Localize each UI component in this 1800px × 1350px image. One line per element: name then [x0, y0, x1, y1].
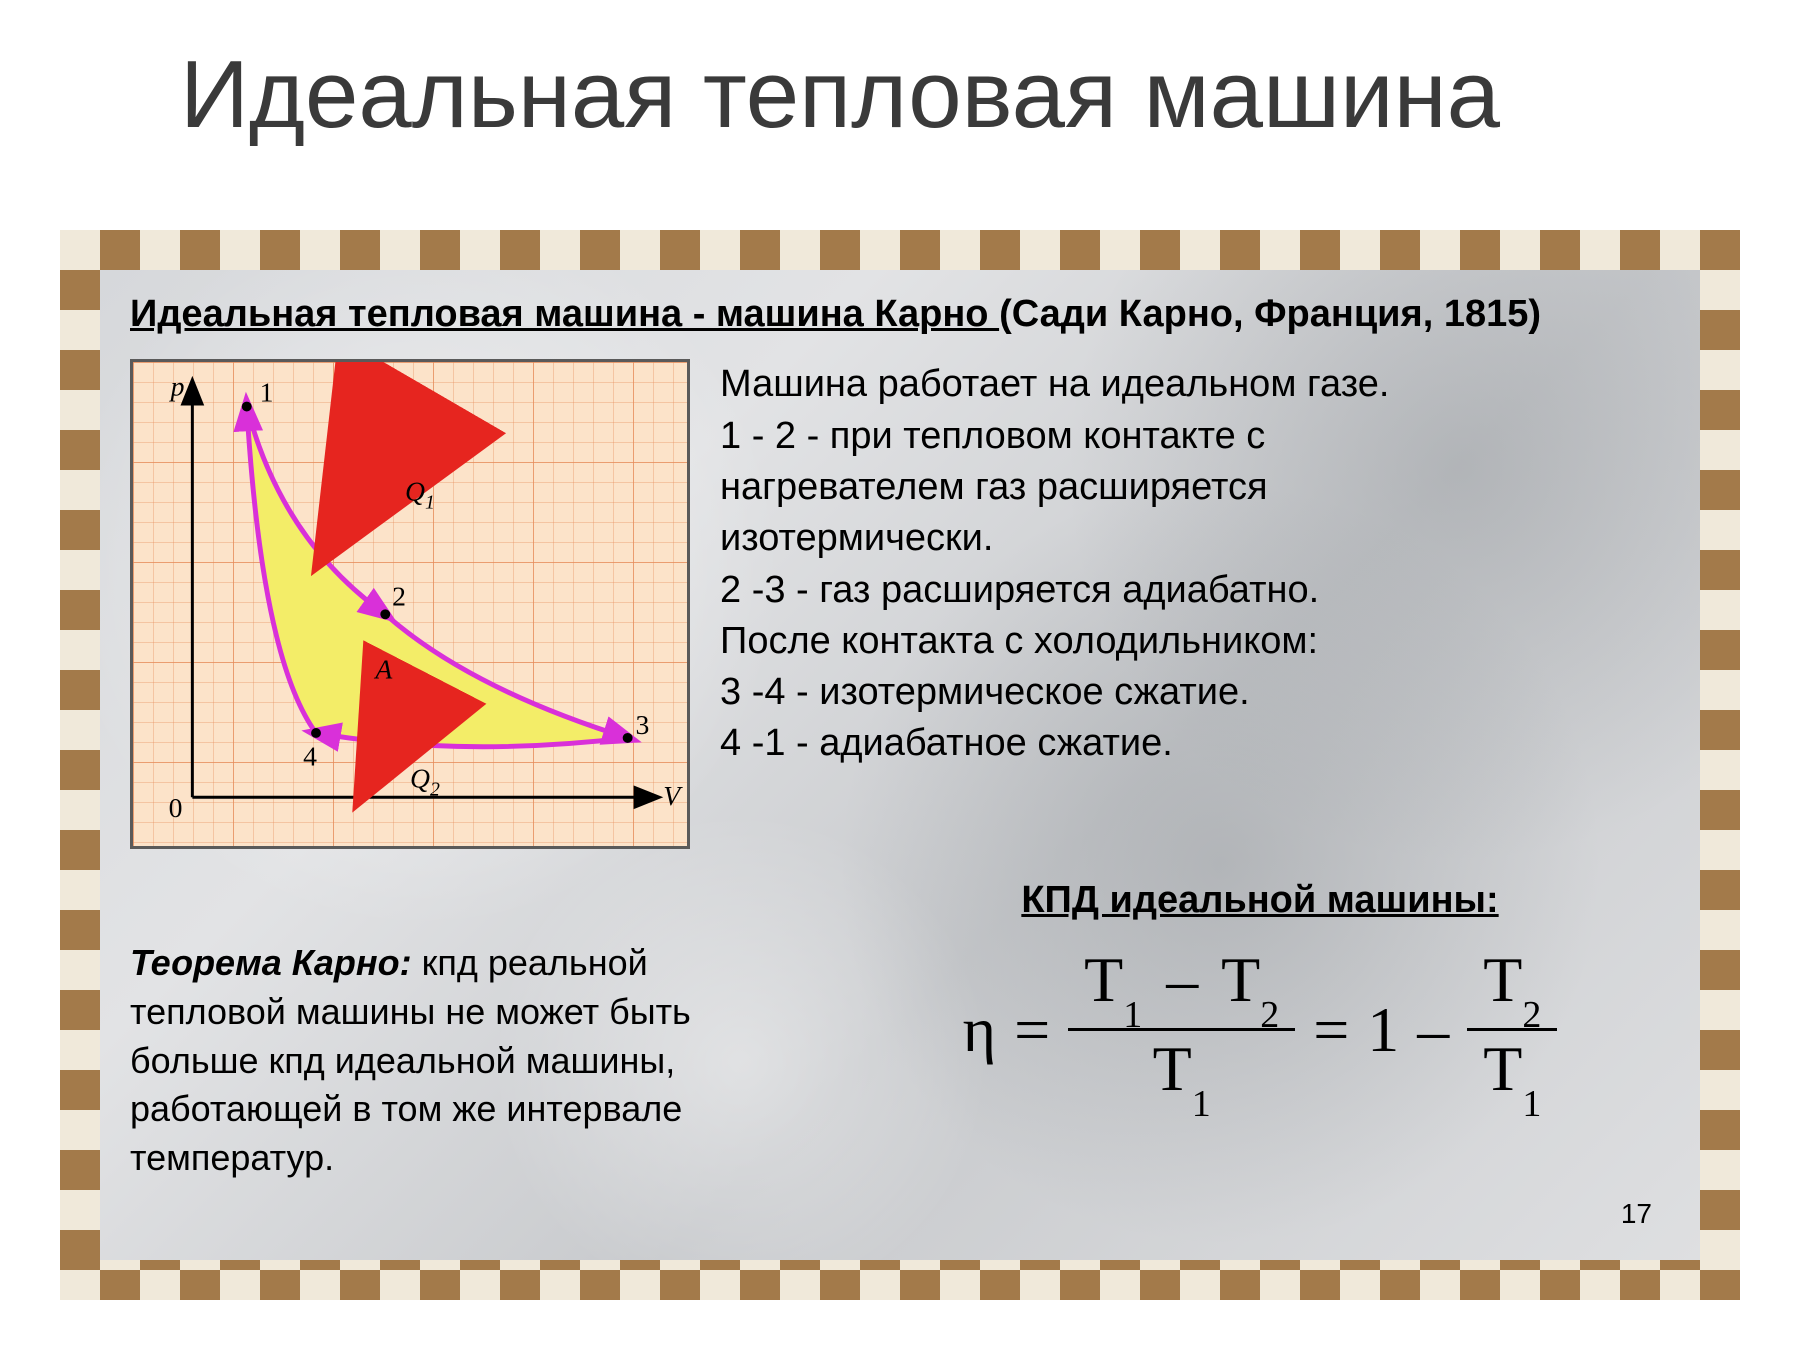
- point-3: [623, 733, 633, 743]
- subtitle-underlined: Идеальная тепловая машина - машина Карно: [130, 293, 999, 335]
- cycle-area: [247, 407, 628, 747]
- desc-l5: 2 -3 - газ расширяется адиабатно.: [720, 565, 1670, 616]
- label-4: 4: [303, 741, 317, 772]
- label-Q1: Q1: [405, 476, 435, 514]
- description-text: Машина работает на идеальном газе. 1 - 2…: [720, 359, 1670, 769]
- sub1-den2: 1: [1522, 1083, 1541, 1125]
- label-2: 2: [392, 581, 406, 612]
- fraction-1: T1 – T2 T1: [1068, 942, 1295, 1117]
- label-3: 3: [636, 709, 650, 740]
- label-Q2: Q2: [410, 763, 440, 801]
- q1-arrow: [339, 437, 392, 529]
- page-title: Идеальная тепловая машина: [180, 40, 1500, 150]
- sub1-den: 1: [1192, 1083, 1211, 1125]
- minus-main: –: [1417, 993, 1449, 1067]
- desc-l4: изотермически.: [720, 513, 1670, 564]
- point-2: [380, 610, 390, 620]
- v-axis-label: V: [663, 781, 683, 812]
- sub2-num: 2: [1260, 994, 1279, 1036]
- desc-l1: Машина работает на идеальном газе.: [720, 359, 1670, 410]
- T2-num2: T: [1483, 944, 1522, 1015]
- equals-2: =: [1313, 993, 1349, 1067]
- carnot-pv-chart: p V 0: [130, 359, 690, 849]
- chart-svg: p V 0: [133, 362, 687, 847]
- page-number: 17: [1621, 1198, 1652, 1230]
- theorem-label: Теорема Карно:: [130, 942, 412, 983]
- efficiency-formula: η = T1 – T2 T1 = 1 –: [850, 942, 1670, 1117]
- label-1: 1: [260, 377, 274, 408]
- subtitle: Идеальная тепловая машина - машина Карно…: [130, 290, 1670, 339]
- T1-den: T: [1153, 1033, 1192, 1104]
- kpd-heading: КПД идеальной машины:: [850, 879, 1670, 922]
- content-panel: Идеальная тепловая машина - машина Карно…: [60, 230, 1740, 1300]
- point-4: [311, 728, 321, 738]
- T1-den2: T: [1483, 1033, 1522, 1104]
- equals-1: =: [1014, 993, 1050, 1067]
- eta-symbol: η: [963, 993, 996, 1067]
- T1-num: T: [1084, 944, 1123, 1015]
- T2-num: T: [1221, 944, 1260, 1015]
- label-A: A: [373, 654, 392, 685]
- origin-label: 0: [169, 792, 183, 823]
- p-axis-label: p: [169, 371, 185, 402]
- one: 1: [1367, 993, 1399, 1067]
- carnot-theorem: Теорема Карно: кпд реальной тепловой маш…: [130, 939, 810, 1182]
- fraction-2: T2 T1: [1467, 942, 1557, 1117]
- desc-l7: 3 -4 - изотермическое сжатие.: [720, 667, 1670, 718]
- desc-l6: После контакта с холодильником:: [720, 616, 1670, 667]
- point-1: [242, 402, 252, 412]
- minus-num: –: [1166, 944, 1198, 1015]
- desc-l3: нагревателем газ расширяется: [720, 462, 1670, 513]
- subtitle-rest: (Сади Карно, Франция, 1815): [999, 293, 1541, 335]
- sub1-num: 1: [1123, 994, 1142, 1036]
- sub2-num2: 2: [1522, 994, 1541, 1036]
- desc-l8: 4 -1 - адиабатное сжатие.: [720, 718, 1670, 769]
- desc-l2: 1 - 2 - при тепловом контакте с: [720, 411, 1670, 462]
